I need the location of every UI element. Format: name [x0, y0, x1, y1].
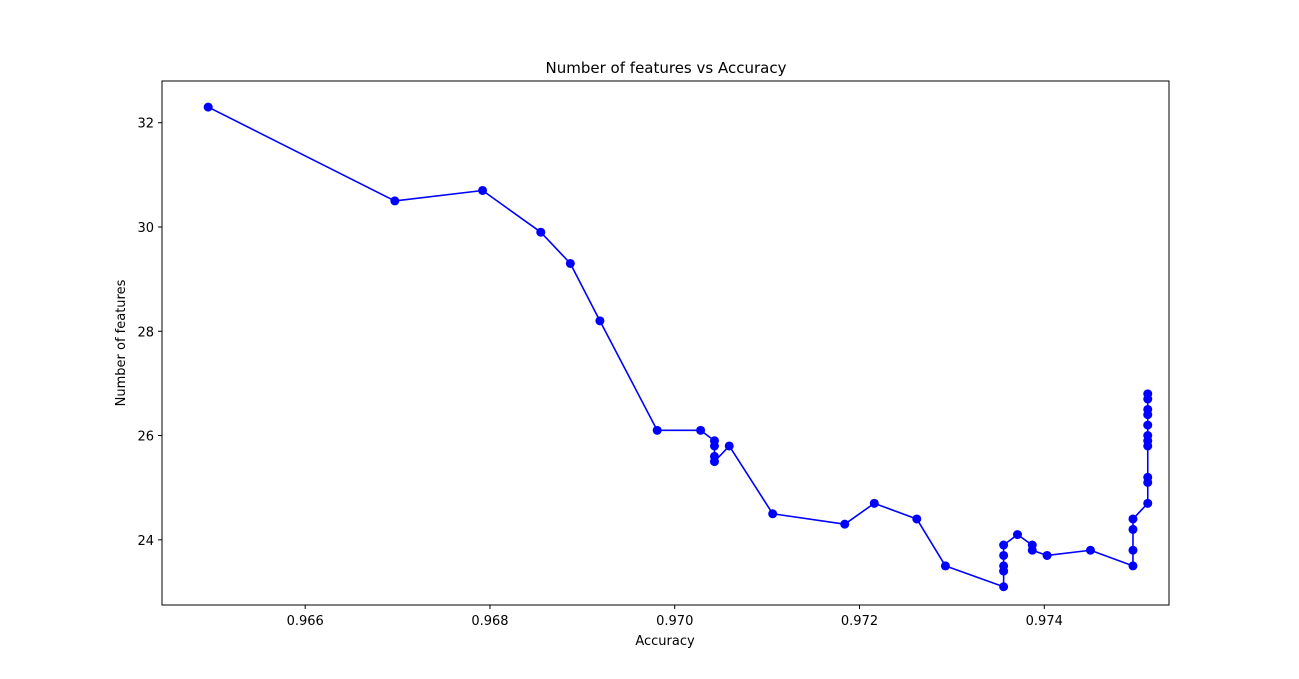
x-tick-label: 0.974 [1026, 614, 1063, 629]
data-point [1042, 550, 1052, 560]
data-point [1012, 530, 1022, 540]
y-tick-label: 24 [137, 534, 154, 549]
data-point [696, 425, 706, 435]
data-point [1128, 514, 1138, 524]
data-point [1143, 472, 1153, 482]
series-line [207, 106, 1149, 588]
data-point [999, 540, 1009, 550]
data-point [768, 509, 778, 519]
data-point [869, 498, 879, 508]
data-point [709, 457, 719, 467]
data-point [840, 519, 850, 529]
y-tick-label: 30 [137, 221, 154, 236]
x-tick-label: 0.966 [287, 614, 324, 629]
data-point [1128, 524, 1138, 534]
data-point [390, 196, 400, 206]
x-tick-label: 0.972 [841, 614, 878, 629]
y-axis-label: Number of features [114, 279, 129, 406]
x-tick-label: 0.970 [656, 614, 693, 629]
x-axis: 0.966 0.968 0.970 0.972 0.974 [287, 605, 1063, 629]
y-tick-label: 26 [137, 430, 154, 445]
chart-title: Number of features vs Accuracy [546, 59, 787, 77]
data-point [1027, 545, 1037, 555]
data-point [1143, 498, 1153, 508]
data-point [203, 102, 213, 112]
axes-frame [161, 80, 1170, 606]
data-point [1143, 431, 1153, 441]
y-tick-label: 28 [137, 325, 154, 340]
data-point [999, 550, 1009, 560]
data-point [1128, 545, 1138, 555]
data-point [595, 316, 605, 326]
data-point [709, 441, 719, 451]
data-point [999, 582, 1009, 592]
plot-area [203, 102, 1153, 592]
x-axis-label: Accuracy [635, 634, 695, 649]
data-point [1143, 404, 1153, 414]
x-tick-label: 0.968 [471, 614, 508, 629]
data-point [999, 561, 1009, 571]
data-point [565, 258, 575, 268]
data-point [1143, 420, 1153, 430]
data-point [1143, 389, 1153, 399]
y-axis: 24 26 28 30 32 [137, 117, 162, 549]
data-point [940, 561, 950, 571]
data-point [1085, 545, 1095, 555]
data-point [536, 227, 546, 237]
data-point [912, 514, 922, 524]
data-point [478, 185, 488, 195]
data-point [652, 425, 662, 435]
data-point [724, 441, 734, 451]
data-point [1128, 561, 1138, 571]
y-tick-label: 32 [137, 117, 154, 132]
